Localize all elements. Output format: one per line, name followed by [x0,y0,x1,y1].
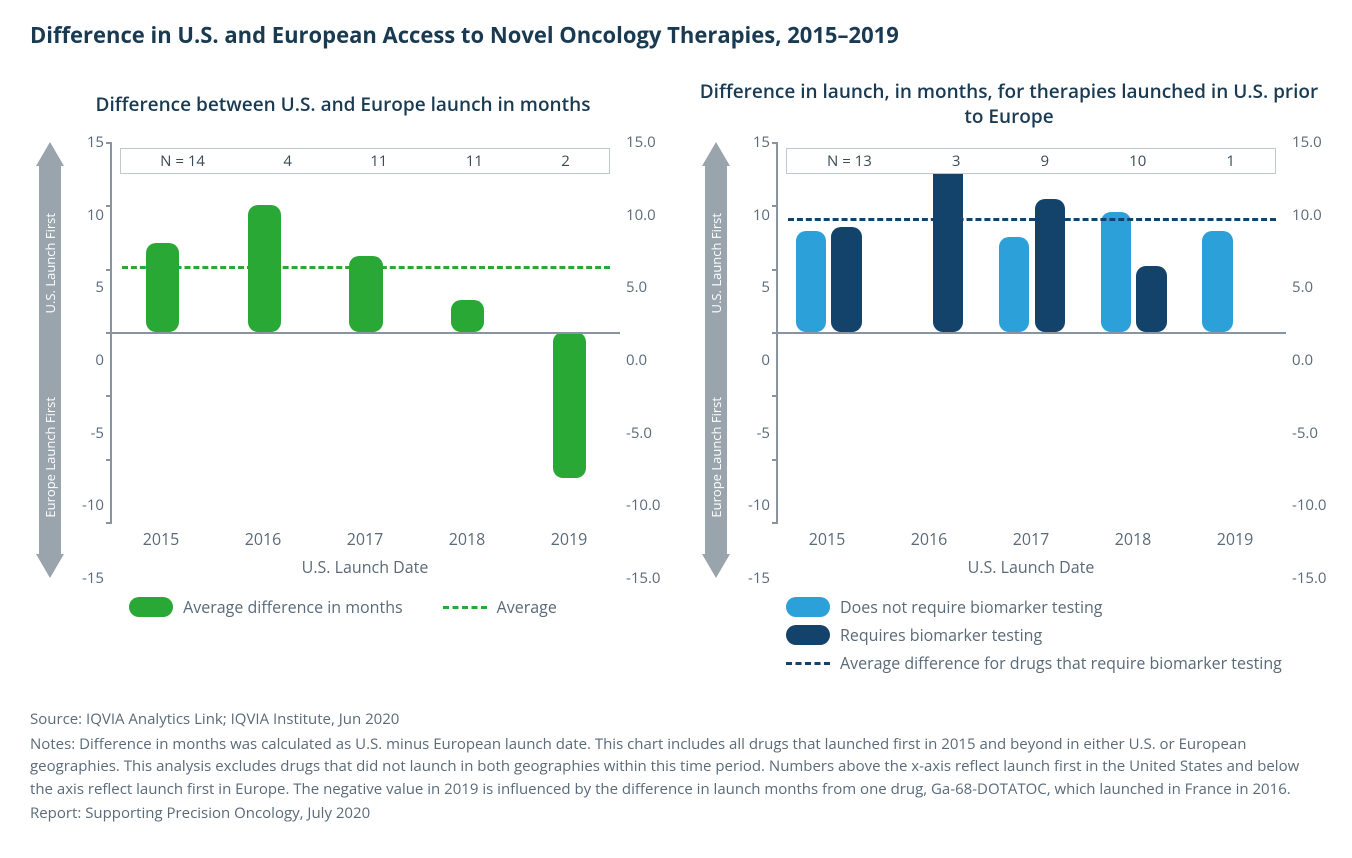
x-label: 2015 [143,528,180,550]
x-label: 2019 [551,528,588,550]
average-line [122,266,610,269]
n-value: 11 [370,151,387,171]
legend-swatch-pill [786,597,830,617]
n-value: 3 [952,151,961,171]
bar [831,227,861,332]
legend-label: Does not require biomarker testing [840,596,1102,618]
left-chart-title: Difference between U.S. and Europe launc… [30,78,656,130]
legend-label: Average difference in months [183,596,402,618]
bar [933,158,963,332]
legend-label: Requires biomarker testing [840,624,1042,646]
notes-line: Notes: Difference in months was calculat… [30,733,1322,801]
x-label: 2016 [245,528,282,550]
left-plot [110,142,620,522]
x-label: 2017 [1013,528,1050,550]
x-labels: 2015 2016 2017 2018 2019 [110,528,620,550]
report-line: Report: Supporting Precision Oncology, J… [30,802,1322,825]
legend-swatch-pill [129,597,173,617]
n-value: 9 [1041,151,1050,171]
bar [796,231,826,332]
x-axis-title: U.S. Launch Date [776,556,1286,578]
axis-arrow-indicator: U.S. Launch First Europe Launch First [30,142,70,578]
axis-label-top: U.S. Launch First [707,213,725,313]
n-value: 11 [466,151,483,171]
n-value: 10 [1129,151,1146,171]
legend-item: Requires biomarker testing [786,624,1322,646]
legend-item: Average difference in months [129,596,402,618]
x-labels: 2015 2016 2017 2018 2019 [776,528,1286,550]
n-value: N = 13 [827,151,872,171]
x-label: 2018 [1115,528,1152,550]
legend-label: Average difference for drugs that requir… [840,652,1282,674]
legend-item: Average difference for drugs that requir… [786,652,1322,674]
charts-row: Difference between U.S. and Europe launc… [30,78,1322,680]
y-axis-left: 151050-5-10-15 [740,142,776,578]
y-axis-right: 15.010.05.00.0-5.0-10.0-15.0 [1286,142,1322,578]
n-value: 4 [283,151,292,171]
axis-label-bottom: Europe Launch First [41,397,59,518]
x-label: 2019 [1217,528,1254,550]
y-axis-left: 151050-5-10-15 [74,142,110,578]
right-legend: Does not require biomarker testing Requir… [696,596,1322,674]
left-chart-panel: Difference between U.S. and Europe launc… [30,78,656,680]
y-axis-right: 15.010.05.00.0-5.0-10.0-15.0 [620,142,656,578]
bar [1202,231,1232,332]
bar [999,237,1029,332]
axis-label-top: U.S. Launch First [41,213,59,313]
right-chart-panel: Difference in launch, in months, for the… [696,78,1322,680]
n-value: N = 14 [160,151,205,171]
x-label: 2016 [911,528,948,550]
legend-swatch-dash [443,606,487,609]
axis-label-bottom: Europe Launch First [707,397,725,518]
legend-swatch-pill [786,625,830,645]
legend-swatch-dash [786,662,830,665]
bar [1136,266,1166,332]
right-plot [776,142,1286,522]
right-chart-title: Difference in launch, in months, for the… [696,78,1322,130]
axis-arrow-indicator: U.S. Launch First Europe Launch First [696,142,736,578]
n-counts-box: N = 13 3 9 10 1 [786,148,1276,174]
legend-label: Average [497,596,557,618]
average-line [788,218,1276,221]
bar [1101,212,1131,332]
left-legend: Average difference in months Average [30,596,656,624]
n-counts-box: N = 14 4 11 11 2 [120,148,610,174]
n-value: 2 [561,151,570,171]
x-label: 2017 [347,528,384,550]
n-value: 1 [1226,151,1235,171]
bar [553,332,586,478]
legend-item: Average [443,596,557,618]
bar [451,300,484,332]
x-label: 2015 [809,528,846,550]
main-title: Difference in U.S. and European Access t… [30,20,1322,50]
x-label: 2018 [449,528,486,550]
bar [146,243,179,332]
footer-notes: Source: IQVIA Analytics Link; IQVIA Inst… [30,708,1322,825]
x-axis-title: U.S. Launch Date [110,556,620,578]
source-line: Source: IQVIA Analytics Link; IQVIA Inst… [30,708,1322,731]
legend-item: Does not require biomarker testing [786,596,1322,618]
